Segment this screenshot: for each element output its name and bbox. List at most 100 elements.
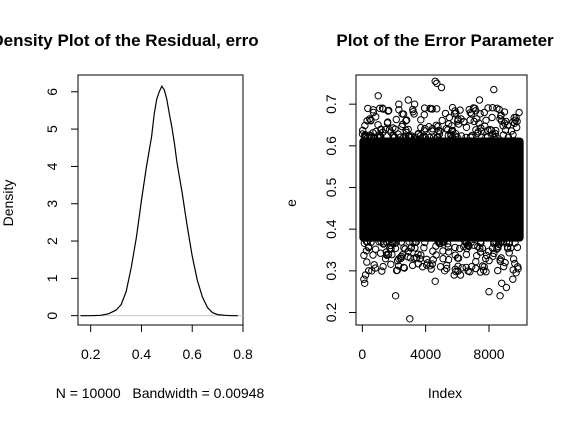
scatter-point xyxy=(482,133,490,141)
density-x-tick-label: 0.8 xyxy=(233,346,253,362)
scatter-point xyxy=(504,133,513,142)
scatter-point xyxy=(393,257,402,265)
scatter-point xyxy=(384,107,392,115)
scatter-point xyxy=(514,263,522,271)
scatter-point xyxy=(467,263,476,271)
scatter-point xyxy=(409,238,417,247)
scatter-point xyxy=(383,119,392,127)
density-y-label: Density xyxy=(0,180,16,227)
scatter-point xyxy=(496,257,504,265)
scatter-y-tick-label: 0.2 xyxy=(323,303,339,323)
scatter-point xyxy=(421,238,429,247)
scatter-point xyxy=(477,127,485,135)
scatter-point xyxy=(511,239,519,247)
scatter-point xyxy=(370,133,378,142)
scatter-point xyxy=(501,126,510,134)
density-x-tick-label: 0.4 xyxy=(132,346,152,362)
scatter-point xyxy=(509,255,518,263)
scatter-point xyxy=(399,110,408,118)
scatter-point xyxy=(433,133,441,142)
scatter-point xyxy=(363,117,371,125)
scatter-point xyxy=(379,105,387,113)
scatter-point xyxy=(397,238,405,246)
scatter-point xyxy=(406,315,414,323)
scatter-point xyxy=(431,277,439,285)
scatter-point xyxy=(405,238,413,246)
scatter-point xyxy=(379,262,387,271)
scatter-title: Plot of the Error Parameter xyxy=(336,31,554,50)
scatter-point xyxy=(398,251,407,259)
scatter-point xyxy=(505,249,513,257)
scatter-point xyxy=(431,77,439,86)
scatter-point xyxy=(403,116,411,124)
scatter-point xyxy=(500,262,508,271)
density-plot-frame xyxy=(77,74,244,326)
scatter-point xyxy=(441,109,450,118)
scatter-point xyxy=(438,116,446,125)
scatter-point xyxy=(439,255,447,263)
scatter-point xyxy=(476,268,485,276)
scatter-point xyxy=(488,113,496,122)
scatter-point xyxy=(444,126,452,134)
scatter-point xyxy=(404,125,412,134)
scatter-point xyxy=(451,107,459,115)
density-title: Density Plot of the Residual, erro xyxy=(0,31,259,50)
scatter-y-axis: 0.2 0.3 0.4 0.5 0.6 0.7 xyxy=(323,94,357,323)
scatter-point xyxy=(461,238,469,246)
scatter-dense-core xyxy=(359,137,524,242)
scatter-point xyxy=(379,240,388,248)
scatter-point xyxy=(494,266,502,275)
scatter-point xyxy=(437,239,445,248)
scatter-point xyxy=(404,96,412,104)
scatter-point xyxy=(485,256,493,265)
scatter-point xyxy=(383,250,391,259)
scatter-x-tick-label: 8000 xyxy=(473,346,504,362)
scatter-point xyxy=(361,271,370,279)
scatter-point xyxy=(432,121,440,130)
scatter-point xyxy=(418,263,427,271)
scatter-point xyxy=(429,247,437,255)
scatter-point xyxy=(491,129,499,138)
scatter-point xyxy=(385,106,393,115)
scatter-x-tick-label: 0 xyxy=(358,346,366,362)
scatter-point xyxy=(490,249,498,258)
density-x-label: N = 10000 Bandwidth = 0.00948 xyxy=(56,385,265,401)
scatter-point xyxy=(410,100,419,108)
scatter-point xyxy=(416,132,425,140)
scatter-point xyxy=(473,115,481,123)
scatter-point xyxy=(472,257,480,266)
scatter-point xyxy=(369,108,378,117)
scatter-point xyxy=(393,266,401,274)
scatter-point xyxy=(368,133,376,142)
scatter-point xyxy=(420,244,428,252)
scatter-x-label: Index xyxy=(428,385,462,401)
scatter-point xyxy=(478,244,487,253)
scatter-y-tick-label: 0.6 xyxy=(323,136,339,156)
scatter-point xyxy=(409,108,417,116)
scatter-point xyxy=(480,108,488,117)
scatter-point xyxy=(407,132,416,140)
scatter-point xyxy=(481,254,490,263)
scatter-point xyxy=(427,105,436,113)
scatter-point xyxy=(515,108,523,117)
scatter-point xyxy=(386,244,394,252)
scatter-point xyxy=(429,133,438,141)
scatter-point xyxy=(385,126,394,134)
scatter-y-tick-label: 0.7 xyxy=(323,94,339,114)
scatter-point xyxy=(496,292,504,300)
scatter-point xyxy=(502,117,510,126)
scatter-point xyxy=(494,238,503,246)
scatter-point xyxy=(442,124,451,133)
scatter-point xyxy=(500,119,509,127)
scatter-y-tick-label: 0.3 xyxy=(323,261,339,281)
scatter-point xyxy=(502,283,511,292)
scatter-point xyxy=(433,79,441,88)
scatter-point xyxy=(472,126,480,134)
scatter-point xyxy=(378,267,386,275)
scatter-point xyxy=(374,121,382,129)
scatter-point xyxy=(361,121,369,130)
scatter-point xyxy=(488,104,497,112)
scatter-point xyxy=(387,260,395,268)
scatter-point xyxy=(493,104,501,113)
